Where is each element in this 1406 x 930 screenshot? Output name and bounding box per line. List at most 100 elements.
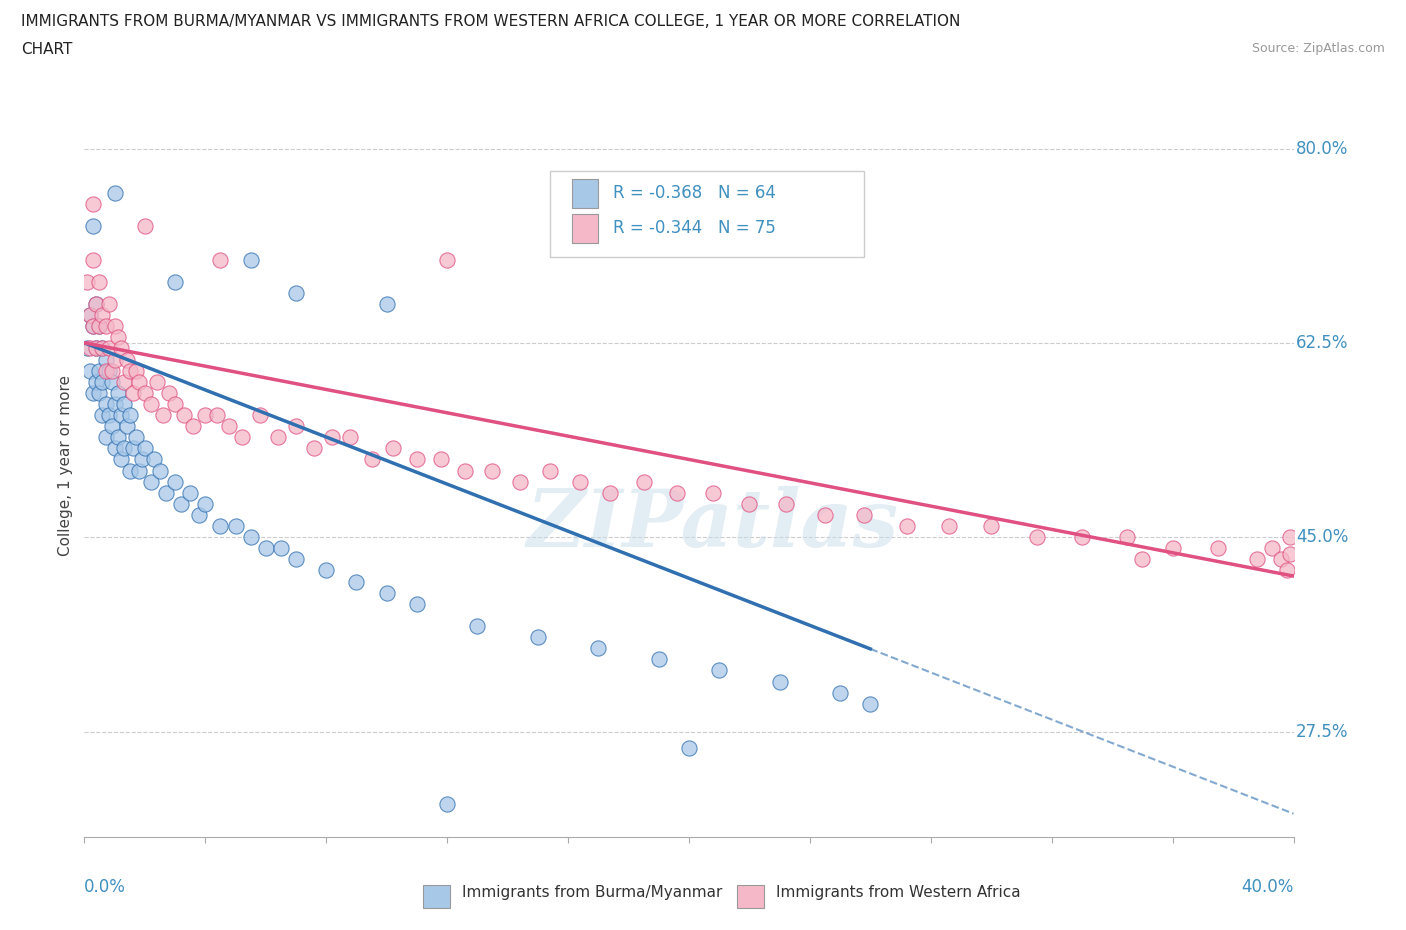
Point	[360, 452, 382, 467]
Point	[128, 463, 150, 478]
Text: 40.0%: 40.0%	[1241, 878, 1294, 896]
Point	[249, 407, 271, 422]
Point	[1071, 530, 1094, 545]
FancyBboxPatch shape	[572, 214, 599, 243]
Point	[1025, 530, 1047, 545]
Point	[97, 407, 120, 422]
Text: R = -0.344   N = 75: R = -0.344 N = 75	[613, 219, 776, 237]
Point	[430, 452, 453, 467]
Point	[107, 330, 129, 345]
Point	[231, 430, 253, 445]
Point	[146, 374, 169, 389]
Point	[104, 441, 127, 456]
Point	[97, 364, 120, 379]
Point	[1206, 541, 1229, 556]
Point	[346, 574, 368, 589]
Point	[165, 474, 187, 489]
Point	[134, 441, 156, 456]
Point	[89, 274, 111, 289]
Point	[110, 452, 132, 467]
Point	[599, 485, 621, 500]
Point	[89, 364, 111, 379]
Point	[91, 374, 114, 389]
Point	[100, 418, 122, 433]
Point	[1270, 551, 1292, 566]
Point	[572, 207, 595, 222]
Point	[509, 474, 531, 489]
Point	[91, 341, 114, 356]
Point	[149, 463, 172, 478]
Point	[82, 385, 104, 400]
Point	[142, 452, 165, 467]
Point	[315, 563, 337, 578]
Point	[194, 497, 217, 512]
Point	[665, 485, 688, 500]
Point	[110, 407, 132, 422]
Text: 27.5%: 27.5%	[1296, 723, 1348, 740]
Point	[97, 341, 120, 356]
Point	[89, 319, 111, 334]
Point	[1261, 541, 1284, 556]
Point	[94, 430, 117, 445]
Point	[104, 352, 127, 367]
Point	[91, 407, 114, 422]
FancyBboxPatch shape	[572, 179, 599, 207]
Point	[709, 663, 731, 678]
Point	[134, 385, 156, 400]
Point	[381, 441, 404, 456]
Text: 62.5%: 62.5%	[1296, 334, 1348, 352]
Point	[89, 385, 111, 400]
Point	[115, 352, 138, 367]
Point	[481, 463, 503, 478]
Point	[97, 297, 120, 312]
Point	[82, 319, 104, 334]
Point	[118, 364, 141, 379]
Point	[1130, 551, 1153, 566]
Point	[152, 407, 174, 422]
Point	[239, 530, 262, 545]
Point	[112, 396, 135, 411]
Point	[107, 385, 129, 400]
Point	[155, 485, 177, 500]
Point	[100, 364, 122, 379]
Point	[76, 341, 98, 356]
Point	[91, 341, 114, 356]
Point	[82, 252, 104, 267]
Point	[94, 352, 117, 367]
Text: IMMIGRANTS FROM BURMA/MYANMAR VS IMMIGRANTS FROM WESTERN AFRICA COLLEGE, 1 YEAR : IMMIGRANTS FROM BURMA/MYANMAR VS IMMIGRA…	[21, 14, 960, 29]
Point	[527, 630, 550, 644]
Point	[121, 441, 143, 456]
Point	[112, 374, 135, 389]
Point	[118, 463, 141, 478]
Point	[165, 274, 187, 289]
Point	[94, 396, 117, 411]
Point	[82, 196, 104, 211]
Point	[209, 252, 232, 267]
Point	[1116, 530, 1139, 545]
Text: Immigrants from Western Africa: Immigrants from Western Africa	[776, 885, 1021, 900]
Point	[82, 219, 104, 233]
Point	[859, 697, 882, 711]
Point	[938, 519, 960, 534]
Point	[91, 308, 114, 323]
Point	[1277, 563, 1299, 578]
Point	[86, 341, 108, 356]
Point	[89, 319, 111, 334]
Point	[79, 308, 101, 323]
Point	[125, 430, 148, 445]
Point	[375, 585, 398, 600]
FancyBboxPatch shape	[423, 885, 450, 908]
Point	[128, 374, 150, 389]
Y-axis label: College, 1 year or more: College, 1 year or more	[58, 375, 73, 555]
Point	[125, 364, 148, 379]
Point	[285, 286, 308, 300]
Point	[569, 474, 592, 489]
Text: Source: ZipAtlas.com: Source: ZipAtlas.com	[1251, 42, 1385, 55]
Point	[633, 474, 655, 489]
Point	[270, 541, 292, 556]
Point	[173, 407, 195, 422]
Point	[165, 396, 187, 411]
Point	[110, 341, 132, 356]
Point	[118, 407, 141, 422]
Point	[76, 274, 98, 289]
